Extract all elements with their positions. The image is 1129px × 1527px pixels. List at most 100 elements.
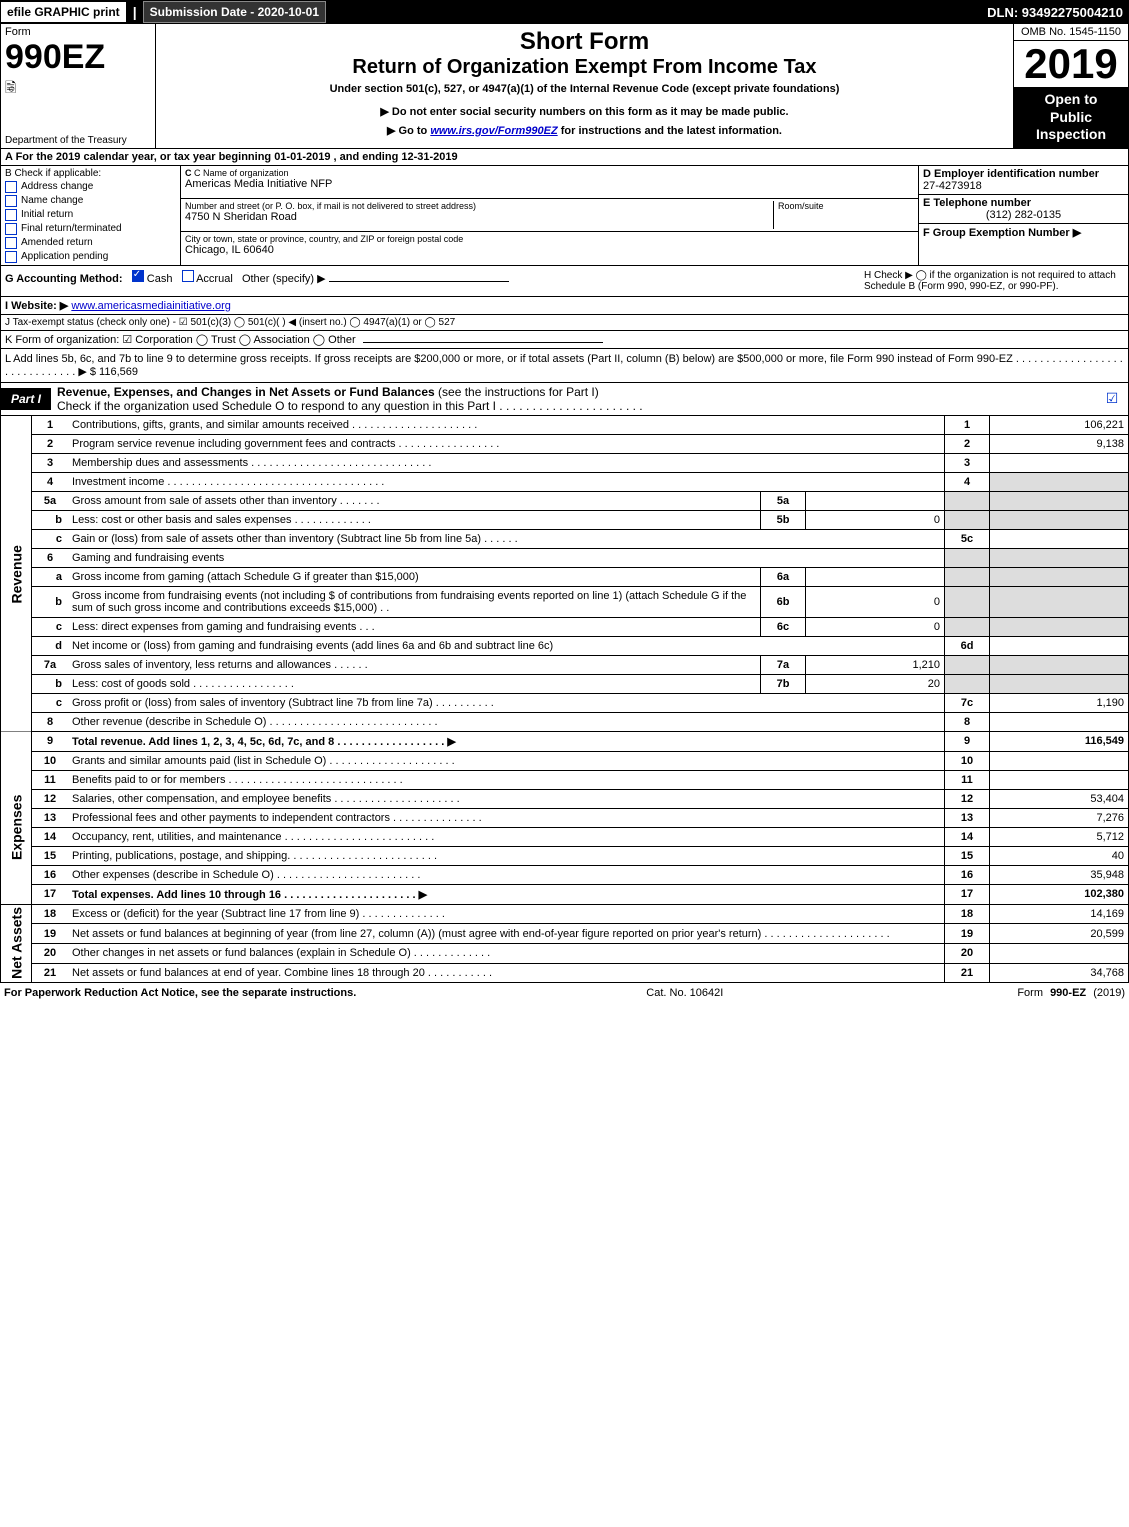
line-6d-value xyxy=(990,636,1129,655)
block-b-through-f: B Check if applicable: Address change Na… xyxy=(0,166,1129,266)
line-5b-subn: 5b xyxy=(761,510,806,529)
table-row: 15Printing, publications, postage, and s… xyxy=(1,846,1129,865)
line-14-value: 5,712 xyxy=(990,827,1129,846)
submission-date-button[interactable]: Submission Date - 2020-10-01 xyxy=(143,1,326,23)
line-1-desc: Contributions, gifts, grants, and simila… xyxy=(68,416,945,435)
part-i-schedule-o-checkbox[interactable]: ☑ xyxy=(1100,390,1128,407)
shade-cell xyxy=(990,586,1129,617)
efile-print-button[interactable]: efile GRAPHIC print xyxy=(0,1,127,23)
line-7c-number: c xyxy=(32,693,69,712)
application-pending-checkbox[interactable] xyxy=(5,251,17,263)
line-3-desc: Membership dues and assessments . . . . … xyxy=(68,453,945,472)
table-row: cLess: direct expenses from gaming and f… xyxy=(1,617,1129,636)
line-11-coln: 11 xyxy=(945,770,990,789)
l-amount: $ 116,569 xyxy=(90,366,138,378)
cash-checkbox[interactable] xyxy=(132,270,144,282)
address-change-checkbox[interactable] xyxy=(5,181,17,193)
line-16-value: 35,948 xyxy=(990,865,1129,884)
irs-eagle-icon: 🗟 xyxy=(5,77,151,101)
application-pending-label: Application pending xyxy=(21,251,108,262)
open-to-public-inspection: Open toPublicInspection xyxy=(1014,87,1128,148)
line-20-coln: 20 xyxy=(945,943,990,963)
org-name: Americas Media Initiative NFP xyxy=(185,178,914,190)
line-12-value: 53,404 xyxy=(990,789,1129,808)
street-value: 4750 N Sheridan Road xyxy=(185,211,773,223)
table-row: bGross income from fundraising events (n… xyxy=(1,586,1129,617)
table-row: 14Occupancy, rent, utilities, and mainte… xyxy=(1,827,1129,846)
final-return-checkbox[interactable] xyxy=(5,223,17,235)
line-3-number: 3 xyxy=(32,453,69,472)
line-7a-number: 7a xyxy=(32,655,69,674)
line-18-number: 18 xyxy=(32,904,69,924)
table-row: Net Assets 18Excess or (deficit) for the… xyxy=(1,904,1129,924)
form-number: 990EZ xyxy=(5,38,151,77)
line-5c-coln: 5c xyxy=(945,529,990,548)
line-4-desc: Investment income . . . . . . . . . . . … xyxy=(68,472,945,491)
omb-number: OMB No. 1545-1150 xyxy=(1014,24,1128,41)
l-text: L Add lines 5b, 6c, and 7b to line 9 to … xyxy=(5,353,1123,378)
accrual-label: Accrual xyxy=(196,273,233,285)
line-14-desc: Occupancy, rent, utilities, and maintena… xyxy=(68,827,945,846)
shade-cell xyxy=(945,655,990,674)
line-9-value: 116,549 xyxy=(990,731,1129,751)
accrual-checkbox[interactable] xyxy=(182,270,194,282)
shade-cell xyxy=(945,510,990,529)
line-5a-number: 5a xyxy=(32,491,69,510)
expenses-vtab: Expenses xyxy=(1,751,32,904)
amended-return-checkbox[interactable] xyxy=(5,237,17,249)
table-row: 5aGross amount from sale of assets other… xyxy=(1,491,1129,510)
page-footer: For Paperwork Reduction Act Notice, see … xyxy=(0,983,1129,1003)
table-row: Revenue 1 Contributions, gifts, grants, … xyxy=(1,416,1129,435)
line-6c-subn: 6c xyxy=(761,617,806,636)
line-7a-desc: Gross sales of inventory, less returns a… xyxy=(68,655,761,674)
line-19-number: 19 xyxy=(32,924,69,944)
table-row: 11Benefits paid to or for members . . . … xyxy=(1,770,1129,789)
line-6c-number: c xyxy=(32,617,69,636)
line-2-desc: Program service revenue including govern… xyxy=(68,434,945,453)
line-15-desc: Printing, publications, postage, and shi… xyxy=(68,846,945,865)
line-12-number: 12 xyxy=(32,789,69,808)
table-row: 4Investment income . . . . . . . . . . .… xyxy=(1,472,1129,491)
cat-number: Cat. No. 10642I xyxy=(646,987,723,999)
line-21-number: 21 xyxy=(32,963,69,983)
line-14-coln: 14 xyxy=(945,827,990,846)
line-1-coln: 1 xyxy=(945,416,990,435)
shade-cell xyxy=(945,491,990,510)
initial-return-checkbox[interactable] xyxy=(5,209,17,221)
line-16-coln: 16 xyxy=(945,865,990,884)
line-20-value xyxy=(990,943,1129,963)
line-15-number: 15 xyxy=(32,846,69,865)
line-6d-number: d xyxy=(32,636,69,655)
revenue-vtab: Revenue xyxy=(1,416,32,732)
line-6b-number: b xyxy=(32,586,69,617)
line-6-desc: Gaming and fundraising events xyxy=(68,548,945,567)
name-change-checkbox[interactable] xyxy=(5,195,17,207)
amended-return-label: Amended return xyxy=(21,237,93,248)
k-other-input[interactable] xyxy=(363,342,603,343)
h-check-text: H Check ▶ ◯ if the organization is not r… xyxy=(864,270,1124,292)
address-change-label: Address change xyxy=(21,181,93,192)
other-specify-input[interactable] xyxy=(329,281,509,282)
under-section-text: Under section 501(c), 527, or 4947(a)(1)… xyxy=(164,83,1005,95)
line-10-value xyxy=(990,751,1129,770)
line-21-coln: 21 xyxy=(945,963,990,983)
row-g-h: G Accounting Method: Cash Accrual Other … xyxy=(0,266,1129,297)
table-row: aGross income from gaming (attach Schedu… xyxy=(1,567,1129,586)
website-link[interactable]: www.americasmediainitiative.org xyxy=(71,300,231,312)
line-5a-desc: Gross amount from sale of assets other t… xyxy=(68,491,761,510)
line-16-desc: Other expenses (describe in Schedule O) … xyxy=(68,865,945,884)
line-7b-desc: Less: cost of goods sold . . . . . . . .… xyxy=(68,674,761,693)
line-19-coln: 19 xyxy=(945,924,990,944)
table-row: 8Other revenue (describe in Schedule O) … xyxy=(1,712,1129,731)
line-11-value xyxy=(990,770,1129,789)
shade-cell xyxy=(990,655,1129,674)
line-6b-subn: 6b xyxy=(761,586,806,617)
irs-link[interactable]: www.irs.gov/Form990EZ xyxy=(430,125,557,137)
line-2-coln: 2 xyxy=(945,434,990,453)
table-row: bLess: cost of goods sold . . . . . . . … xyxy=(1,674,1129,693)
netassets-vtab: Net Assets xyxy=(1,904,32,983)
part-i-table: Revenue 1 Contributions, gifts, grants, … xyxy=(0,416,1129,984)
line-8-coln: 8 xyxy=(945,712,990,731)
table-row: 6Gaming and fundraising events xyxy=(1,548,1129,567)
shade-cell xyxy=(945,617,990,636)
